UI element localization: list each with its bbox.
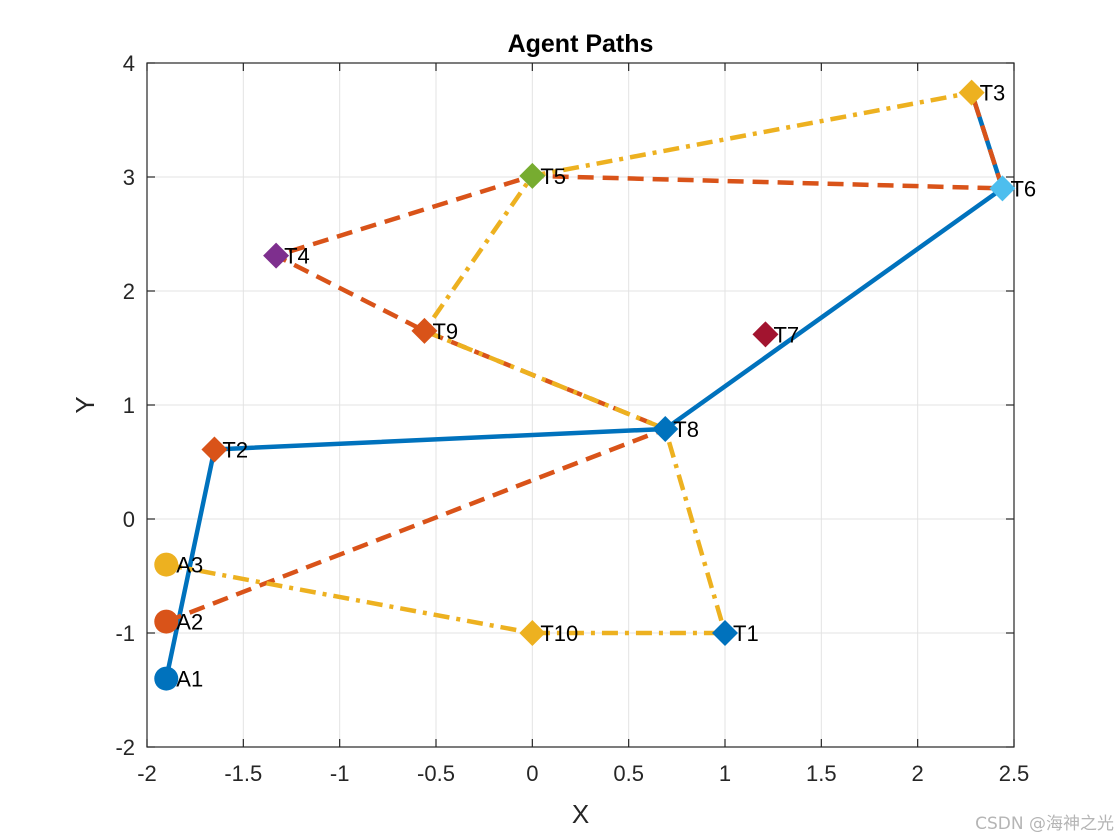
- y-tick-label: 3: [123, 165, 135, 190]
- x-tick-label: 0: [526, 761, 538, 786]
- agent-label: A1: [176, 667, 203, 692]
- y-axis-label: Y: [70, 396, 100, 413]
- target-label: T2: [222, 437, 248, 462]
- x-tick-label: 2: [912, 761, 924, 786]
- chart-title: Agent Paths: [508, 30, 654, 58]
- target-marker-t5: [519, 162, 546, 189]
- y-tick-label: 4: [123, 51, 135, 76]
- x-tick-label: -1.5: [224, 761, 262, 786]
- x-tick-label: 1.5: [806, 761, 837, 786]
- path-series-3: [165, 90, 973, 636]
- x-tick-label: -1: [330, 761, 350, 786]
- target-label: T10: [540, 621, 578, 646]
- x-tick-label: -2: [137, 761, 157, 786]
- agent-marker-a3: [154, 552, 179, 577]
- y-tick-label: 0: [123, 507, 135, 532]
- target-marker-t8: [652, 415, 679, 442]
- x-tick-label: 2.5: [999, 761, 1030, 786]
- target-marker-t7: [752, 321, 779, 348]
- agent-marker-a1: [154, 666, 179, 691]
- agent-marker-a2: [154, 609, 179, 634]
- target-label: T1: [733, 621, 759, 646]
- agent-label: A3: [176, 553, 203, 578]
- agent-label: A2: [176, 610, 203, 635]
- target-marker-t9: [411, 317, 438, 344]
- x-tick-label: 0.5: [613, 761, 644, 786]
- x-axis-label: X: [572, 799, 589, 829]
- markers: [154, 79, 1016, 691]
- watermark: CSDN @海神之光: [975, 814, 1114, 834]
- target-marker-t6: [989, 175, 1016, 202]
- ticks: -2 -1.5 -1 -0.5 0 0.5 1 1.5 2 2.5 -2 -1 0 1 2 3 4: [115, 51, 1029, 786]
- target-label: T5: [540, 164, 566, 189]
- target-marker-t2: [201, 436, 228, 463]
- y-tick-label: -1: [115, 621, 135, 646]
- series: [164, 90, 1005, 680]
- target-marker-t1: [712, 620, 738, 646]
- target-marker-t10: [519, 620, 546, 646]
- y-tick-label: 2: [123, 279, 135, 304]
- y-tick-label: -2: [115, 735, 135, 760]
- target-label: T4: [284, 244, 310, 269]
- path-series-1: [164, 91, 1005, 680]
- target-label: T3: [980, 81, 1006, 106]
- target-label: T9: [432, 319, 458, 344]
- path-series-2: [165, 91, 1005, 624]
- target-label: T7: [773, 322, 799, 347]
- x-tick-label: -0.5: [417, 761, 455, 786]
- target-marker-t4: [263, 242, 290, 269]
- y-tick-label: 1: [123, 393, 135, 418]
- target-label: T8: [673, 417, 699, 442]
- target-label: T6: [1010, 176, 1036, 201]
- point-labels: A1 A2 A3 T1 T2 T3 T4 T5 T6 T7 T8 T9 T10: [176, 81, 1036, 692]
- x-tick-label: 1: [719, 761, 731, 786]
- grid: [146, 62, 1015, 748]
- target-marker-t3: [958, 79, 985, 106]
